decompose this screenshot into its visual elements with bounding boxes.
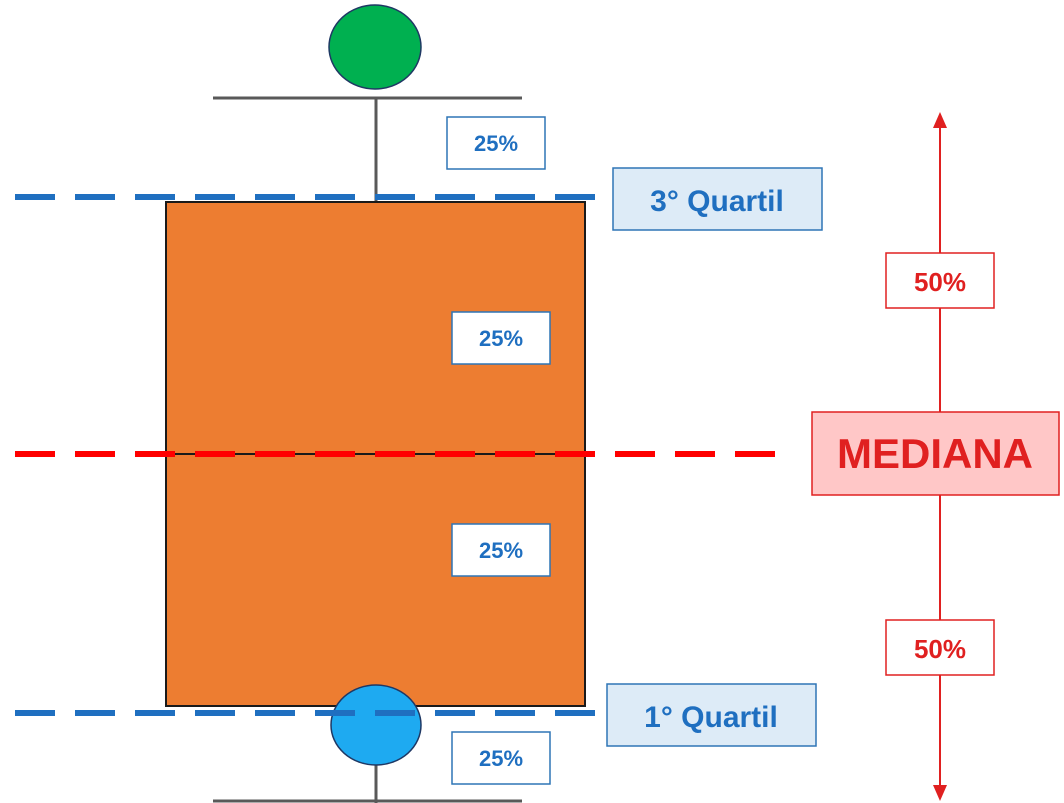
pct-box-lower-whisker — [451, 731, 551, 785]
range-arrow-down-icon — [933, 785, 947, 801]
pct-label-upper-whisker: 25% — [474, 131, 518, 156]
pct-label-lower-half: 50% — [914, 634, 966, 664]
range-arrow-up-icon — [933, 112, 947, 128]
median-label-box — [811, 411, 1060, 496]
pct-box-upper-box — [451, 311, 551, 365]
median-label: MEDIANA — [837, 430, 1033, 477]
bottom-marker-circle — [330, 684, 422, 766]
pct-box-lower-half — [885, 619, 995, 676]
pct-label-lower-box: 25% — [479, 538, 523, 563]
first-quartile-label-box — [606, 683, 817, 747]
pct-label-upper-half: 50% — [914, 267, 966, 297]
pct-box-lower-box — [451, 523, 551, 577]
pct-label-upper-box: 25% — [479, 326, 523, 351]
third-quartile-label: 3° Quartil — [650, 185, 784, 218]
pct-box-upper-half — [885, 252, 995, 309]
top-marker-circle — [328, 4, 422, 90]
pct-box-upper-whisker — [446, 116, 546, 170]
third-quartile-label-box — [612, 167, 823, 231]
box-lower-half — [165, 453, 586, 707]
first-quartile-label: 1° Quartil — [644, 701, 778, 734]
pct-label-lower-whisker: 25% — [479, 746, 523, 771]
